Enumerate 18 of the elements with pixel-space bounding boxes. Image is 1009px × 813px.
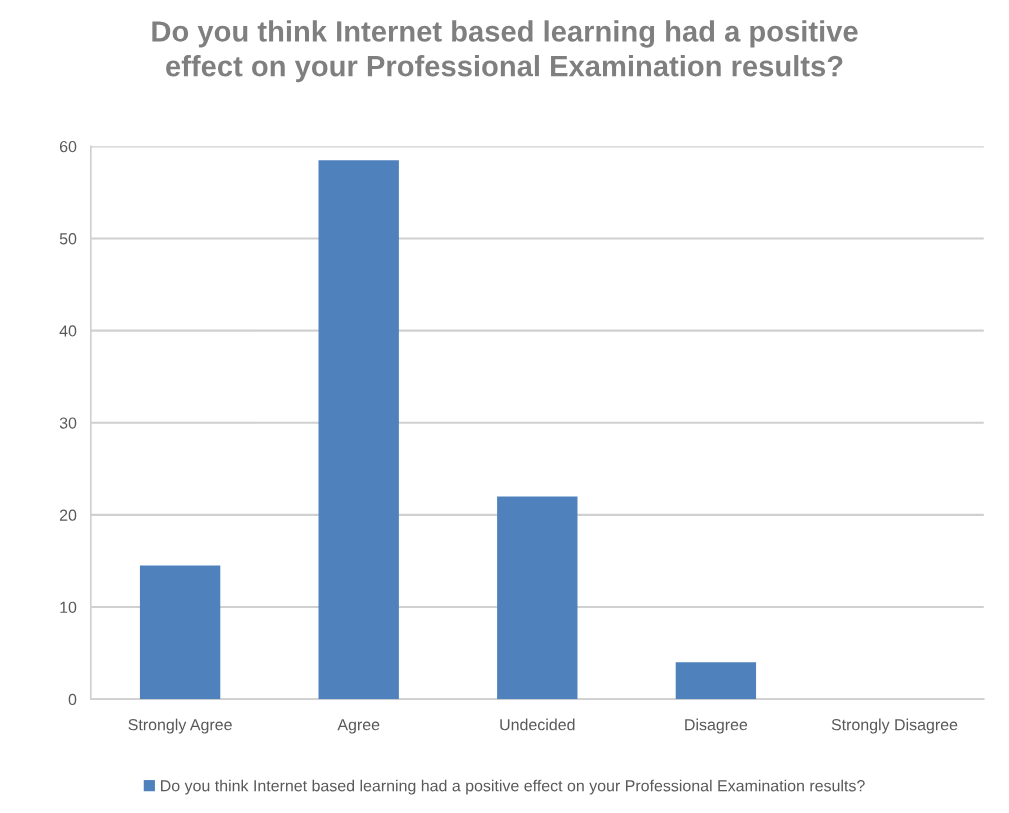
bar	[318, 160, 399, 700]
bar	[139, 565, 221, 700]
x-tick-label: Undecided	[500, 718, 575, 731]
y-tick-label: 60	[59, 140, 77, 153]
chart-title: Do you think Internet based learning had a positive effect on your Professional Examination results?	[152, 20, 858, 83]
legend-label: Do you think Internet based learning had a positive effect on your Professional Examination results?	[161, 779, 865, 795]
y-tick-label: 30	[59, 417, 77, 429]
y-tick-label: 40	[59, 325, 77, 337]
y-tick-label: 20	[59, 509, 77, 521]
x-tick-label: Agree	[337, 719, 380, 734]
y-tick-label: 10	[60, 601, 77, 613]
x-tick-label: Disagree	[685, 718, 748, 734]
bar	[497, 496, 578, 700]
y-tick-label: 50	[59, 233, 77, 245]
x-tick-label: Strongly Agree	[128, 718, 232, 734]
y-tick-label: 0	[68, 693, 77, 706]
x-tick-label: Strongly Disagree	[831, 718, 958, 734]
bar	[675, 662, 757, 700]
